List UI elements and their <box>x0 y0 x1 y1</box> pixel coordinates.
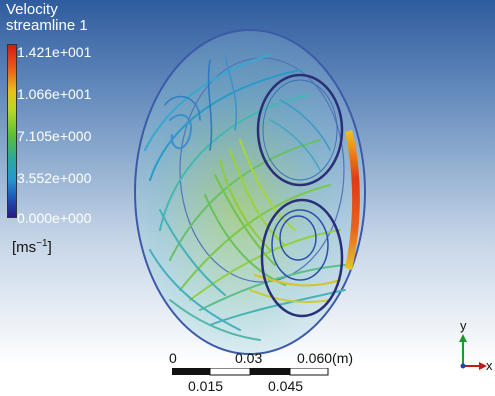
axis-y-label: y <box>460 318 467 333</box>
legend-unit: [ms−1] <box>12 238 52 256</box>
scale-bar <box>172 368 329 376</box>
streamlines <box>144 54 346 341</box>
legend-tick-2: 1.066e+001 <box>17 86 92 102</box>
color-bar <box>7 44 17 218</box>
scale-label-0045: 0.045 <box>268 378 304 394</box>
legend-tick-3: 7.105e+000 <box>17 128 92 144</box>
legend-tick-min: 0.000e+000 <box>17 210 92 226</box>
legend-title-line2: streamline 1 <box>6 17 88 34</box>
scale-label-006: 0.060(m) <box>297 350 354 366</box>
upper-ring <box>256 73 344 187</box>
high-velocity-rim <box>345 130 360 270</box>
legend-tick-4: 3.552e+000 <box>17 170 92 186</box>
scale-label-003: 0.03 <box>235 350 263 366</box>
lower-ring <box>260 198 344 318</box>
legend-title-line1: Velocity <box>6 1 58 18</box>
legend-tick-max: 1.421e+001 <box>17 44 92 60</box>
domain-outer-boundary <box>134 29 366 355</box>
scale-label-0: 0 <box>169 350 177 366</box>
axis-triad <box>459 334 487 370</box>
legend-title: Velocity streamline 1 <box>6 2 88 34</box>
scale-label-0015: 0.015 <box>188 378 224 394</box>
axis-x-label: x <box>486 358 493 373</box>
